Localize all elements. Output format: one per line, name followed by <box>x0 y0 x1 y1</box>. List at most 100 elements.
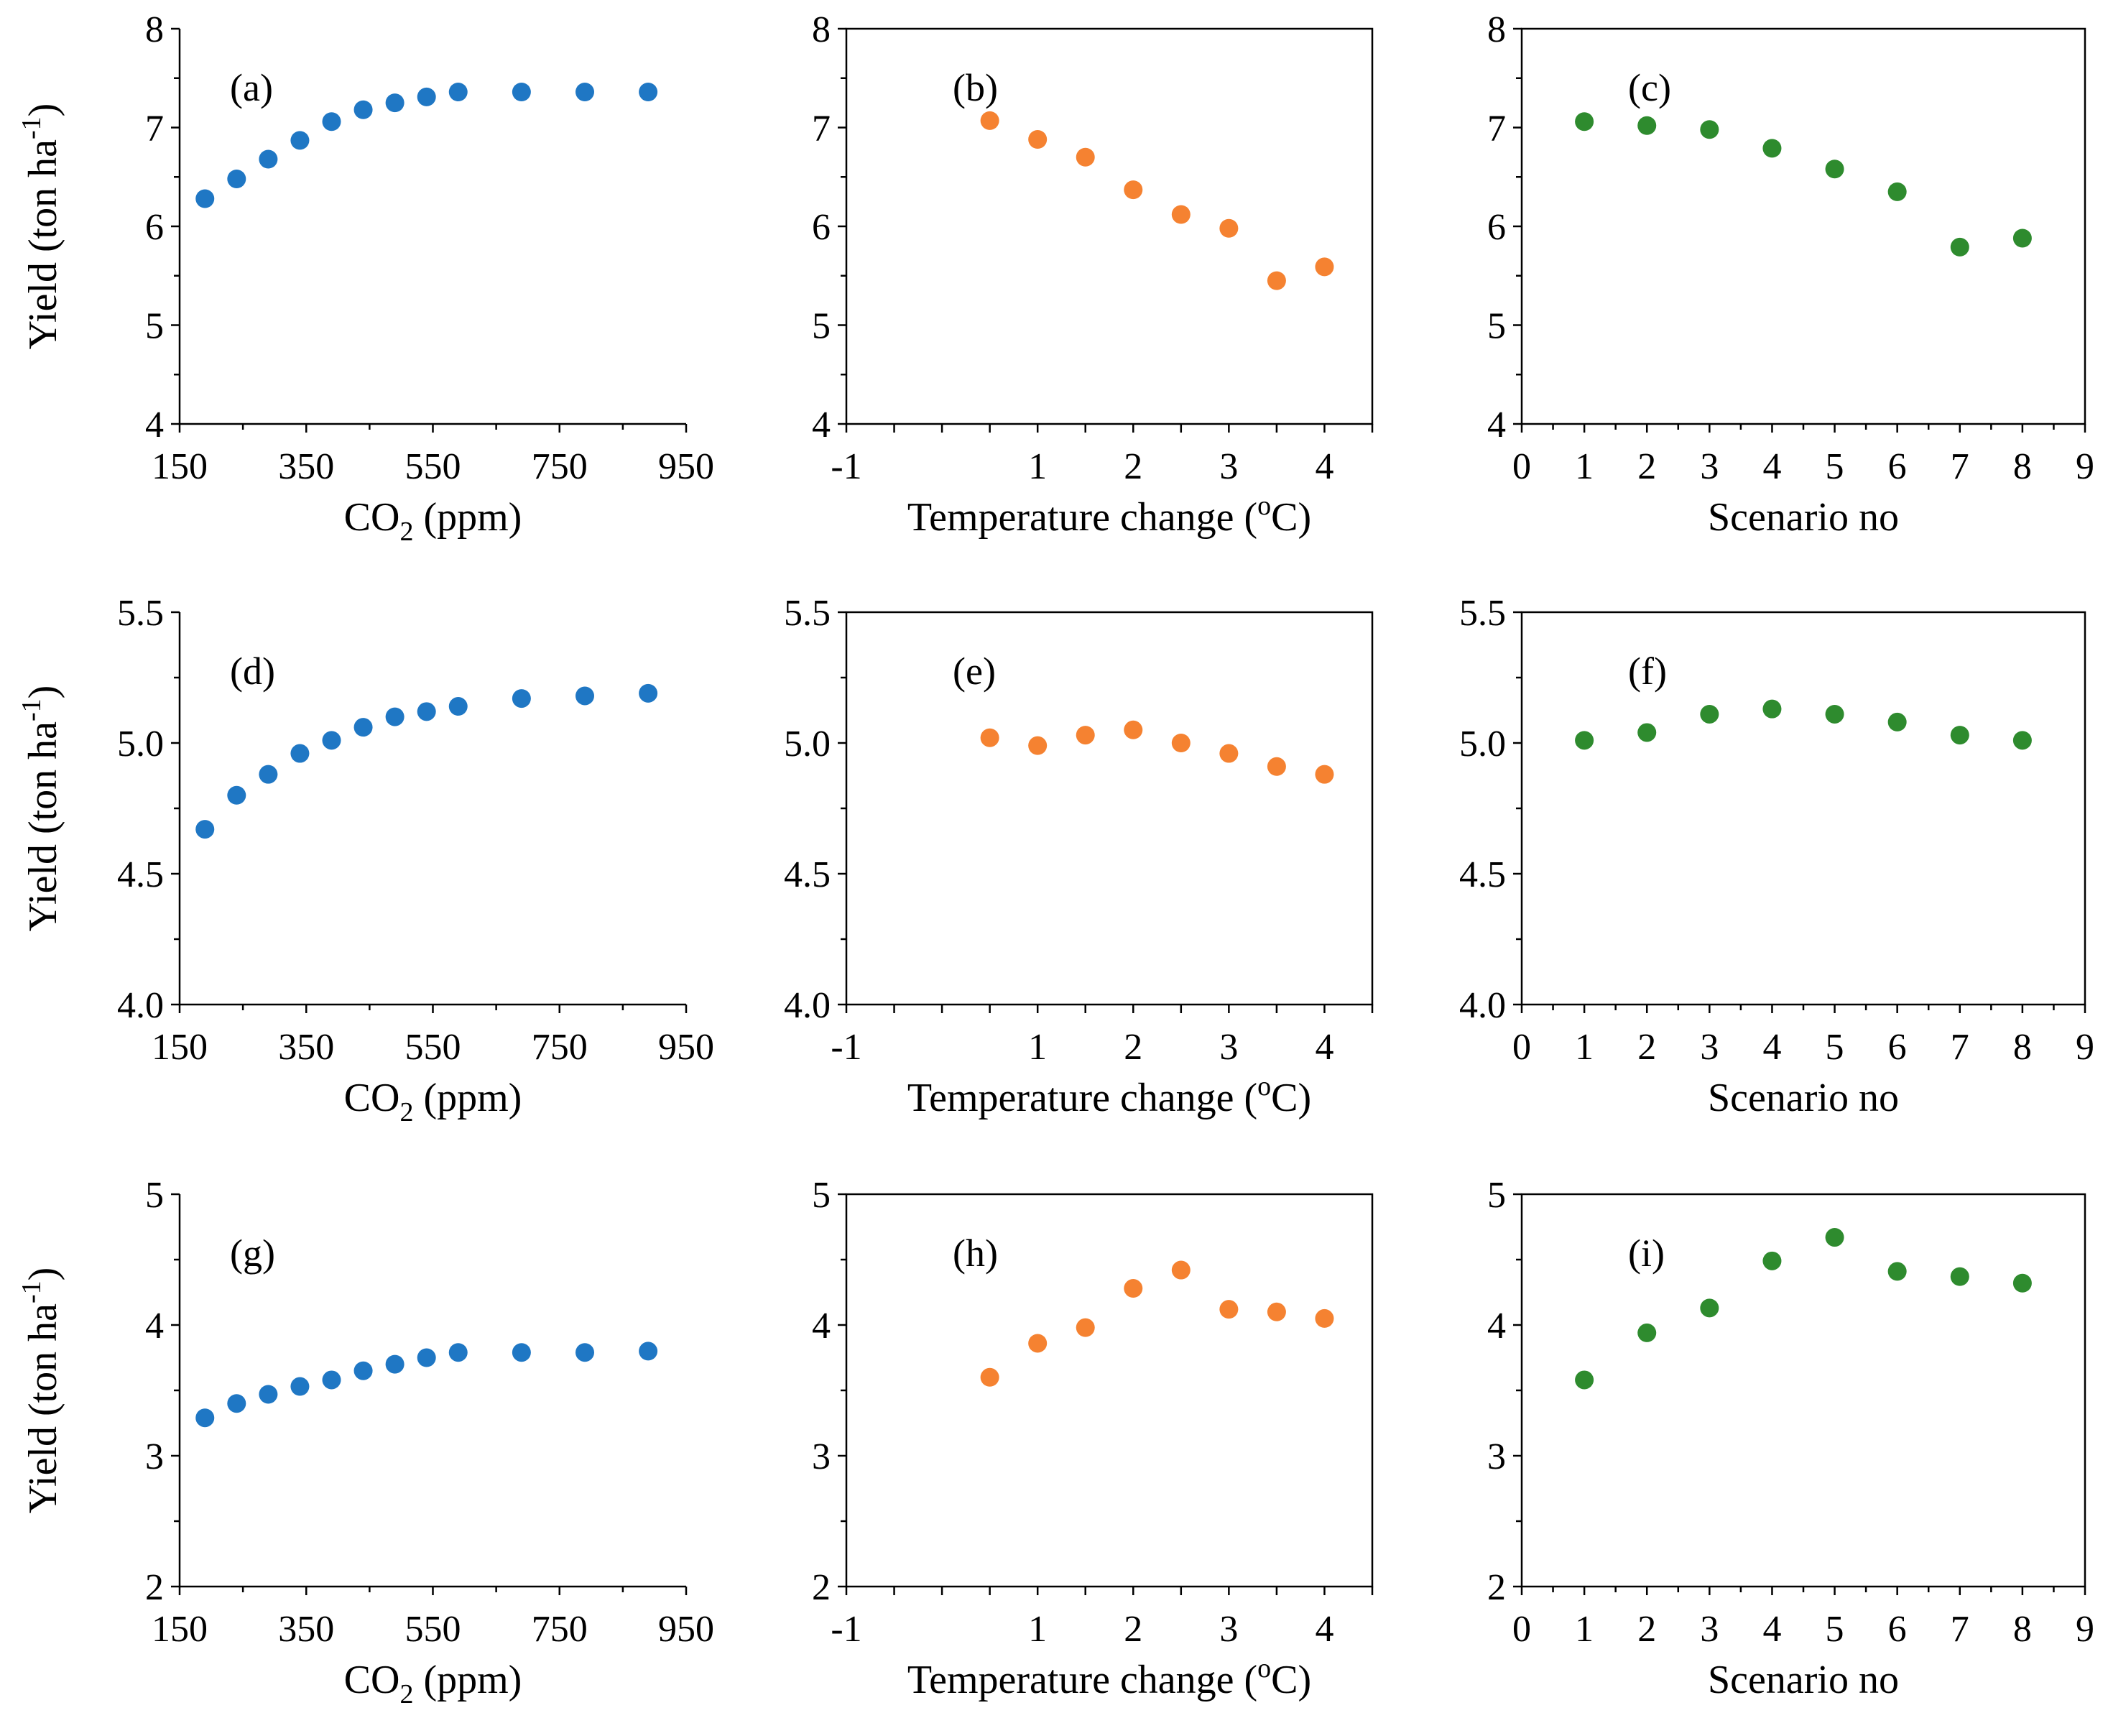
x-axis-label: CO2 (ppm) <box>344 1658 522 1709</box>
panel-h: 2 3 4 5 -1 1 2 3 4 (h) Temperature change (oC) <box>812 1175 1374 1702</box>
data-point <box>290 1377 310 1396</box>
x-tick-label: 550 <box>405 1609 461 1650</box>
x-tick-label: 3 <box>1219 1027 1238 1068</box>
data-point <box>1267 1302 1286 1321</box>
x-tick-label: 5 <box>1826 446 1844 487</box>
y-tick-label: 4.5 <box>1459 854 1506 895</box>
x-tick-label: 950 <box>658 1609 714 1650</box>
data-point <box>1762 139 1782 158</box>
y-axis-label-main: Yield (ton ha <box>21 721 65 932</box>
x-axis-label-main: Temperature change ( <box>907 495 1257 540</box>
y-tick-label: 3 <box>812 1436 831 1477</box>
y-tick-label: 5 <box>145 306 164 347</box>
y-tick-label: 6 <box>1487 207 1506 248</box>
panel-label: (d) <box>230 650 275 693</box>
y-axis-label: Yield (ton ha-1) <box>17 103 65 350</box>
x-tick-label: 6 <box>1888 1027 1907 1068</box>
x-tick-label: 950 <box>658 446 714 487</box>
data-point <box>448 697 468 716</box>
data-point <box>1219 1300 1239 1319</box>
data-point <box>1825 160 1844 179</box>
data-point <box>639 1342 658 1361</box>
axis-frame <box>845 1193 1374 1588</box>
x-axis-label-sub: 2 <box>399 1097 413 1127</box>
data-point <box>1700 120 1719 139</box>
y-axis-label-main: Yield (ton ha <box>21 1303 65 1514</box>
panel-i: 2 3 4 5 0 1 2 3 4 5 6 7 8 9 (i) Scenario no <box>1487 1175 2094 1702</box>
x-tick-label: 8 <box>2013 446 2032 487</box>
panel-label: (g) <box>230 1232 275 1275</box>
y-tick-label: 4 <box>812 405 831 445</box>
x-tick-label: 1 <box>1575 1027 1594 1068</box>
data-point <box>1950 237 1969 257</box>
data-point <box>1700 1298 1719 1318</box>
panel-label: (e) <box>953 650 996 693</box>
data-point <box>1637 1323 1657 1342</box>
x-tick-label: 0 <box>1512 1609 1531 1650</box>
x-axis-label-main: Scenario no <box>1708 495 1899 540</box>
x-tick-label: -1 <box>831 1027 861 1068</box>
data-point <box>1171 1260 1191 1280</box>
x-axis-label-rest: C) <box>1271 1658 1311 1702</box>
x-axis-label: Temperature change (oC) <box>907 491 1311 540</box>
data-point <box>1762 1251 1782 1270</box>
data-point <box>353 100 373 119</box>
x-axis-label-main: CO <box>344 1658 400 1702</box>
y-tick-label: 5 <box>145 1175 164 1216</box>
x-tick-label: 3 <box>1700 1027 1719 1068</box>
data-point <box>227 785 246 805</box>
data-point <box>417 1348 436 1367</box>
data-point <box>512 689 531 708</box>
x-tick-label: 9 <box>2076 1609 2094 1650</box>
data-point <box>1076 726 1095 745</box>
panel-e: 4.0 4.5 5.0 5.5 -1 1 2 3 4 (e) Temperature change … <box>784 593 1374 1120</box>
data-point <box>1124 180 1143 200</box>
data-point <box>1825 704 1844 724</box>
data-point <box>2012 731 2032 750</box>
x-tick-label: 3 <box>1219 446 1238 487</box>
x-tick-label: 350 <box>278 1609 334 1650</box>
x-tick-label: 750 <box>532 1027 588 1068</box>
data-point <box>980 111 999 130</box>
data-point <box>1219 218 1239 238</box>
data-point <box>322 731 341 750</box>
data-point <box>1575 1370 1594 1390</box>
x-tick-label: 150 <box>152 446 208 487</box>
y-tick-label: 4.0 <box>1459 985 1506 1026</box>
y-tick-label: 5.0 <box>784 724 831 765</box>
data-point <box>639 83 658 101</box>
y-tick-label: 5 <box>1487 1175 1506 1216</box>
x-tick-label: 150 <box>152 1027 208 1068</box>
data-point <box>322 112 341 131</box>
x-tick-label: 4 <box>1762 1609 1781 1650</box>
x-tick-label: 2 <box>1637 446 1656 487</box>
data-point <box>1700 704 1719 724</box>
y-tick-label: 7 <box>145 108 164 149</box>
panel-label: (a) <box>230 66 273 109</box>
x-axis-label-rest: (ppm) <box>413 1658 522 1702</box>
x-tick-label: 1 <box>1575 446 1594 487</box>
y-tick-label: 7 <box>1487 108 1506 149</box>
data-point <box>1315 765 1334 784</box>
data-point <box>575 1343 594 1362</box>
data-point <box>1267 271 1286 290</box>
x-tick-label: 2 <box>1637 1027 1656 1068</box>
x-axis-label-rest: (ppm) <box>413 495 522 540</box>
x-tick-label: 350 <box>278 1027 334 1068</box>
data-point <box>1637 116 1657 135</box>
data-point <box>1887 182 1907 201</box>
y-tick-label: 8 <box>145 9 164 50</box>
axis-frame <box>1520 611 2086 1006</box>
axis-frame <box>1520 27 2086 425</box>
y-tick-label: 2 <box>145 1567 164 1608</box>
data-point <box>195 820 215 839</box>
x-tick-label: 4 <box>1315 1027 1333 1068</box>
x-axis-label-main: Scenario no <box>1708 1076 1899 1120</box>
x-tick-label: 6 <box>1888 1609 1907 1650</box>
data-point <box>1762 699 1782 719</box>
x-tick-label: 9 <box>2076 446 2094 487</box>
x-axis-label: Scenario no <box>1708 1076 1899 1120</box>
y-axis-label-close: ) <box>21 1268 65 1281</box>
x-tick-label: 750 <box>532 446 588 487</box>
